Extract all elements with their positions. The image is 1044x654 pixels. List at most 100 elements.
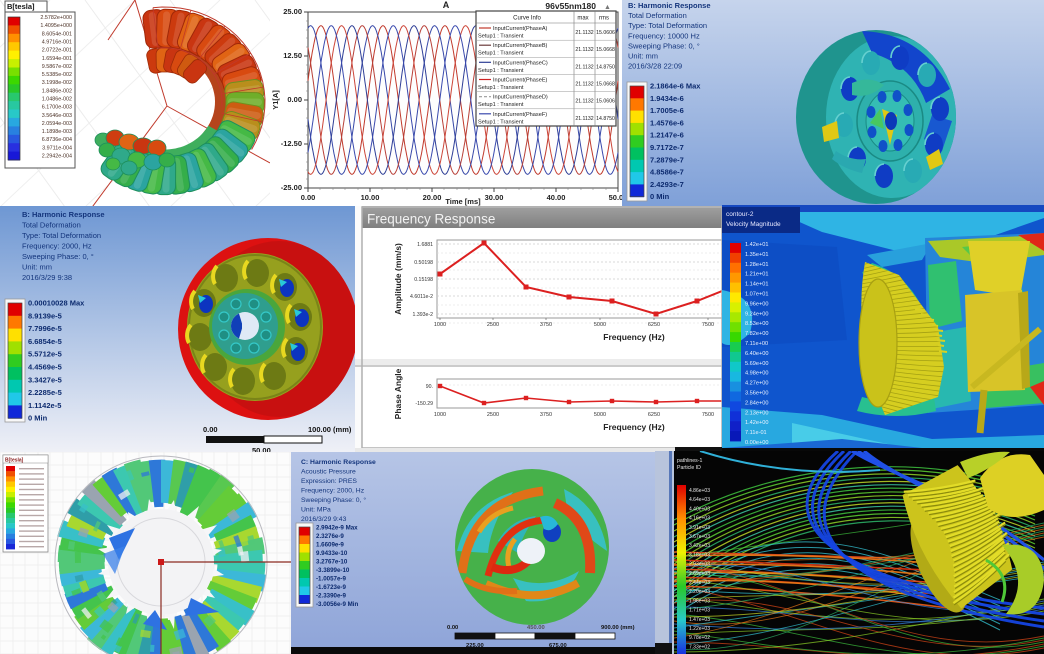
svg-text:-25.00: -25.00: [281, 183, 302, 192]
svg-text:225.00: 225.00: [466, 643, 484, 649]
svg-text:Setup1 : Transient: Setup1 : Transient: [478, 51, 524, 57]
svg-text:Setup1 : Transient: Setup1 : Transient: [478, 34, 524, 40]
svg-text:0.00: 0.00: [301, 193, 316, 202]
svg-text:max: max: [577, 16, 588, 22]
svg-text:9.5867e-002: 9.5867e-002: [42, 64, 72, 70]
svg-text:8.6054e-001: 8.6054e-001: [42, 31, 72, 37]
svg-text:7.7996e-5: 7.7996e-5: [28, 324, 62, 333]
svg-text:A: A: [443, 0, 450, 10]
svg-text:1.7005e-6: 1.7005e-6: [650, 106, 684, 115]
svg-text:100.00 (mm): 100.00 (mm): [308, 425, 352, 434]
svg-text:450.00: 450.00: [527, 625, 545, 631]
svg-text:2.5782e+000: 2.5782e+000: [40, 15, 72, 21]
svg-text:0.00: 0.00: [287, 95, 302, 104]
svg-text:Setup1 : Transient: Setup1 : Transient: [478, 119, 524, 125]
svg-text:Frequency: 2000, Hz: Frequency: 2000, Hz: [301, 488, 365, 495]
svg-text:5000: 5000: [594, 412, 606, 418]
svg-text:0 Min: 0 Min: [28, 414, 48, 423]
svg-text:2.2942e-004: 2.2942e-004: [42, 154, 72, 160]
svg-text:InputCurrent(PhaseC): InputCurrent(PhaseC): [493, 60, 548, 66]
svg-text:1.6609e-9: 1.6609e-9: [316, 542, 344, 549]
svg-text:3.1998e-002: 3.1998e-002: [42, 80, 72, 86]
svg-text:▲: ▲: [604, 4, 611, 11]
svg-text:C: Harmonic Response: C: Harmonic Response: [301, 459, 376, 466]
svg-text:Unit: mm: Unit: mm: [22, 263, 52, 272]
svg-text:1.96e+03: 1.96e+03: [689, 598, 710, 604]
svg-text:B[tesla]: B[tesla]: [5, 458, 24, 464]
svg-text:1.71e+03: 1.71e+03: [689, 608, 710, 614]
svg-text:1.07e+01: 1.07e+01: [745, 292, 769, 298]
svg-text:6250: 6250: [648, 322, 660, 328]
svg-text:2.1864e-6 Max: 2.1864e-6 Max: [650, 82, 701, 91]
svg-text:4.4569e-5: 4.4569e-5: [28, 363, 62, 372]
svg-text:6.6854e-5: 6.6854e-5: [28, 337, 62, 346]
svg-text:6.40e+00: 6.40e+00: [745, 351, 769, 357]
svg-text:3.5646e-003: 3.5646e-003: [42, 113, 72, 119]
svg-text:15.0668: 15.0668: [596, 82, 615, 88]
svg-text:4.8586e-7: 4.8586e-7: [650, 168, 684, 177]
svg-text:7.33e+02: 7.33e+02: [689, 644, 710, 650]
svg-text:B: Harmonic Response: B: Harmonic Response: [628, 1, 711, 10]
svg-text:3.9711e-004: 3.9711e-004: [42, 145, 72, 151]
svg-text:1000: 1000: [434, 412, 446, 418]
svg-text:3.42e+03: 3.42e+03: [689, 543, 710, 549]
svg-text:1.35e+01: 1.35e+01: [745, 252, 769, 258]
svg-text:Curve Info: Curve Info: [513, 16, 541, 22]
svg-text:20.00: 20.00: [423, 193, 442, 202]
svg-text:2.9942e-9 Max: 2.9942e-9 Max: [316, 525, 358, 532]
svg-text:2500: 2500: [487, 322, 499, 328]
svg-text:15.0606: 15.0606: [596, 99, 615, 105]
svg-text:3750: 3750: [540, 322, 552, 328]
svg-text:1000: 1000: [434, 322, 446, 328]
svg-text:1.4095e+000: 1.4095e+000: [40, 23, 72, 29]
svg-text:14.8750: 14.8750: [596, 116, 615, 122]
svg-text:2.0722e-001: 2.0722e-001: [42, 48, 72, 54]
svg-text:96v55nm180: 96v55nm180: [545, 1, 596, 11]
svg-text:0.00: 0.00: [447, 625, 458, 631]
svg-text:50.00: 50.00: [252, 446, 271, 454]
svg-text:21.1132: 21.1132: [575, 116, 593, 122]
svg-text:4.98e+00: 4.98e+00: [745, 371, 769, 377]
svg-text:1.21e+01: 1.21e+01: [745, 272, 769, 278]
svg-text:Total Deformation: Total Deformation: [628, 11, 687, 20]
svg-text:6.8736e-004: 6.8736e-004: [42, 137, 72, 143]
svg-text:rms: rms: [599, 16, 609, 22]
svg-text:1.28e+01: 1.28e+01: [745, 262, 769, 268]
svg-text:InputCurrent(PhaseF): InputCurrent(PhaseF): [493, 112, 547, 118]
svg-text:0.50198: 0.50198: [414, 260, 433, 266]
svg-text:1.22e+03: 1.22e+03: [689, 626, 710, 632]
svg-text:pathlines-1: pathlines-1: [677, 458, 702, 464]
svg-text:Unit: MPa: Unit: MPa: [301, 507, 331, 514]
svg-text:5.69e+00: 5.69e+00: [745, 361, 769, 367]
svg-text:7.2879e-7: 7.2879e-7: [650, 155, 684, 164]
svg-text:3.67e+03: 3.67e+03: [689, 534, 710, 540]
svg-text:7.11e-01: 7.11e-01: [745, 430, 767, 436]
svg-text:1.1898e-003: 1.1898e-003: [42, 129, 72, 135]
svg-text:0 Min: 0 Min: [650, 192, 670, 201]
svg-text:1.9434e-6: 1.9434e-6: [650, 94, 684, 103]
svg-text:InputCurrent(PhaseE): InputCurrent(PhaseE): [493, 78, 548, 84]
svg-text:0.00e+00: 0.00e+00: [745, 440, 769, 446]
svg-text:Setup1 : Transient: Setup1 : Transient: [478, 68, 524, 74]
svg-text:InputCurrent(PhaseB): InputCurrent(PhaseB): [493, 43, 548, 49]
svg-text:-3.3899e-10: -3.3899e-10: [316, 567, 350, 574]
svg-text:8.9139e-5: 8.9139e-5: [28, 311, 62, 320]
svg-text:10.00: 10.00: [361, 193, 380, 202]
svg-text:contour-2: contour-2: [726, 211, 754, 218]
svg-text:-12.50: -12.50: [281, 139, 302, 148]
svg-text:Time [ms]: Time [ms]: [445, 197, 481, 206]
svg-text:21.1132: 21.1132: [575, 30, 593, 36]
svg-text:4.40e+03: 4.40e+03: [689, 506, 710, 512]
svg-text:2016/3/29 9:38: 2016/3/29 9:38: [22, 273, 72, 282]
svg-text:2016/3/28 22:09: 2016/3/28 22:09: [628, 62, 682, 71]
svg-text:7500: 7500: [702, 412, 714, 418]
svg-text:4.27e+00: 4.27e+00: [745, 381, 769, 387]
svg-text:5.5712e-5: 5.5712e-5: [28, 350, 62, 359]
svg-text:4.64e+03: 4.64e+03: [689, 497, 710, 503]
svg-text:7.82e+00: 7.82e+00: [745, 331, 769, 337]
svg-text:1.14e+01: 1.14e+01: [745, 282, 769, 288]
svg-text:-1.6723e-9: -1.6723e-9: [316, 584, 346, 591]
svg-text:2.3276e-9: 2.3276e-9: [316, 533, 344, 540]
svg-text:2500: 2500: [487, 412, 499, 418]
svg-text:9.78e+02: 9.78e+02: [689, 635, 710, 641]
